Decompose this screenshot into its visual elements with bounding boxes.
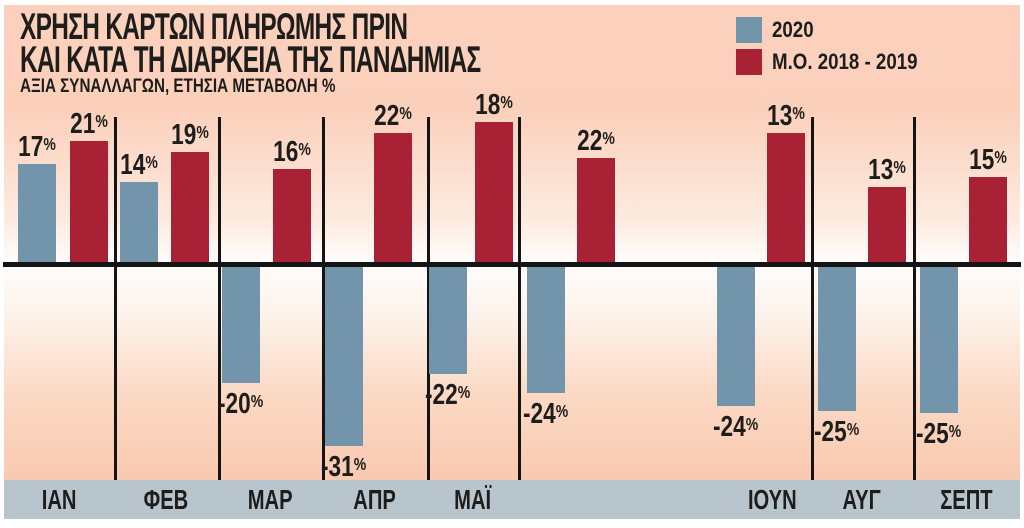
legend-item-2020: 2020 bbox=[736, 17, 821, 43]
month-label-text: ΙΑΝ bbox=[41, 483, 77, 515]
month-label-ΦΕΒ: ΦΕΒ bbox=[114, 480, 218, 519]
month-separator-line-1 bbox=[218, 117, 221, 519]
month-label-ΑΠΡ: ΑΠΡ bbox=[322, 480, 427, 519]
month-label-strip bbox=[4, 480, 1020, 519]
bar-label-2020-ΣΕΠΤ: -25% bbox=[916, 418, 962, 450]
bar-avg-ΑΥΓ bbox=[868, 187, 906, 262]
bar-avg-ΙΑΝ bbox=[70, 141, 108, 262]
bar-avg-ΣΕΠΤ bbox=[969, 177, 1007, 262]
bar-label-avg-ΣΕΠΤ: 15% bbox=[969, 144, 1007, 176]
month-label-text: ΜΑΪ bbox=[454, 483, 491, 515]
bar-label-2020-ΙΑΝ: 17% bbox=[18, 131, 56, 163]
month-label-text: ΙΟΥΝ bbox=[748, 483, 797, 515]
bar-label-avg-ΙΟΥΝ: 13% bbox=[767, 100, 805, 132]
legend-item-avg-2018-2019: Μ.Ο. 2018 - 2019 bbox=[736, 49, 943, 75]
percent-sign: % bbox=[43, 134, 56, 155]
bar-avg-5 bbox=[577, 158, 615, 262]
bar-2020-ΦΕΒ bbox=[120, 182, 158, 262]
bar-label-2020-ΦΕΒ: 14% bbox=[120, 149, 158, 181]
month-separator-line-2 bbox=[322, 117, 325, 519]
percent-sign: % bbox=[500, 92, 513, 113]
percent-sign: % bbox=[399, 103, 412, 124]
bar-label-2020-ΑΠΡ: -31% bbox=[321, 451, 367, 483]
month-label-ΜΑΡ: ΜΑΡ bbox=[218, 480, 322, 519]
chart-title-line1: ΧΡΗΣΗ ΚΑΡΤΩΝ ΠΛΗΡΩΜΗΣ ΠΡΙΝ bbox=[20, 6, 408, 47]
bar-label-avg-ΜΑΪ: 18% bbox=[475, 89, 513, 121]
bar-2020-ΙΑΝ bbox=[18, 164, 56, 262]
legend-label-avg-2018-2019: Μ.Ο. 2018 - 2019 bbox=[772, 49, 918, 74]
month-label-text: ΑΠΡ bbox=[353, 483, 396, 515]
bar-2020-ΣΕΠΤ bbox=[920, 267, 958, 413]
month-label-ΜΑΪ: ΜΑΪ bbox=[427, 480, 518, 519]
legend-label-2020: 2020 bbox=[772, 17, 814, 42]
percent-sign: % bbox=[353, 454, 367, 475]
month-label-text: ΑΥΓ bbox=[842, 483, 882, 515]
percent-sign: % bbox=[95, 111, 108, 132]
bar-label-avg-ΑΠΡ: 22% bbox=[374, 100, 412, 132]
bar-label-2020-ΜΑΪ: -22% bbox=[425, 379, 471, 411]
bar-label-2020-ΜΑΡ: -20% bbox=[218, 388, 264, 420]
percent-sign: % bbox=[602, 128, 615, 149]
month-label-ΙΑΝ: ΙΑΝ bbox=[4, 480, 114, 519]
bar-avg-ΑΠΡ bbox=[374, 133, 412, 262]
bar-2020-5 bbox=[527, 267, 565, 393]
bar-label-avg-ΜΑΡ: 16% bbox=[273, 136, 311, 168]
percent-sign: % bbox=[298, 139, 311, 160]
month-separator-line-0 bbox=[114, 117, 117, 519]
bar-label-2020-5: -24% bbox=[523, 398, 569, 430]
bar-label-2020-ΑΥΓ: -25% bbox=[814, 416, 860, 448]
bar-avg-ΦΕΒ bbox=[171, 152, 209, 262]
month-separator-line-5 bbox=[811, 117, 814, 519]
percent-sign: % bbox=[948, 421, 962, 442]
percent-sign: % bbox=[457, 382, 471, 403]
month-separator-line-6 bbox=[913, 117, 916, 519]
bar-label-2020-ΙΟΥΝ: -24% bbox=[713, 411, 759, 443]
month-label-text: ΣΕΠΤ bbox=[940, 483, 993, 515]
percent-sign: % bbox=[250, 391, 264, 412]
bar-2020-ΜΑΡ bbox=[222, 267, 260, 383]
bar-2020-ΑΥΓ bbox=[818, 267, 856, 411]
bar-avg-ΜΑΡ bbox=[273, 169, 311, 262]
bar-2020-ΙΟΥΝ bbox=[717, 267, 755, 406]
bar-2020-ΜΑΪ bbox=[429, 267, 467, 374]
percent-sign: % bbox=[893, 157, 906, 178]
bar-label-avg-5: 22% bbox=[577, 125, 615, 157]
month-separator-line-4 bbox=[518, 117, 521, 519]
bar-avg-ΜΑΪ bbox=[475, 122, 513, 262]
chart-subtitle: ΑΞΙΑ ΣΥΝΑΛΛΑΓΩΝ, ΕΤΗΣΙΑ ΜΕΤΑΒΟΛΗ % bbox=[20, 76, 336, 97]
legend-swatch-avg-2018-2019 bbox=[736, 49, 762, 75]
month-label-text: ΦΕΒ bbox=[143, 483, 189, 515]
month-label-ΙΟΥΝ: ΙΟΥΝ bbox=[518, 480, 811, 519]
month-label-ΑΥΓ: ΑΥΓ bbox=[811, 480, 913, 519]
percent-sign: % bbox=[196, 122, 209, 143]
bar-label-avg-ΑΥΓ: 13% bbox=[868, 154, 906, 186]
bar-2020-ΑΠΡ bbox=[325, 267, 363, 446]
percent-sign: % bbox=[145, 152, 158, 173]
zero-axis-line bbox=[3, 262, 1021, 267]
bar-label-avg-ΙΑΝ: 21% bbox=[70, 108, 108, 140]
chart-title-line2: ΚΑΙ ΚΑΤΑ ΤΗ ΔΙΑΡΚΕΙΑ ΤΗΣ ΠΑΝΔΗΜΙΑΣ bbox=[20, 39, 481, 80]
month-separator-line-3 bbox=[427, 117, 430, 519]
percent-sign: % bbox=[994, 147, 1007, 168]
percent-sign: % bbox=[792, 103, 805, 124]
month-label-text: ΜΑΡ bbox=[247, 483, 293, 515]
percent-sign: % bbox=[846, 419, 860, 440]
bar-avg-ΙΟΥΝ bbox=[767, 133, 805, 262]
percent-sign: % bbox=[555, 401, 569, 422]
legend-swatch-2020 bbox=[736, 17, 762, 43]
percent-sign: % bbox=[745, 414, 759, 435]
month-label-ΣΕΠΤ: ΣΕΠΤ bbox=[913, 480, 1020, 519]
bar-label-avg-ΦΕΒ: 19% bbox=[171, 119, 209, 151]
